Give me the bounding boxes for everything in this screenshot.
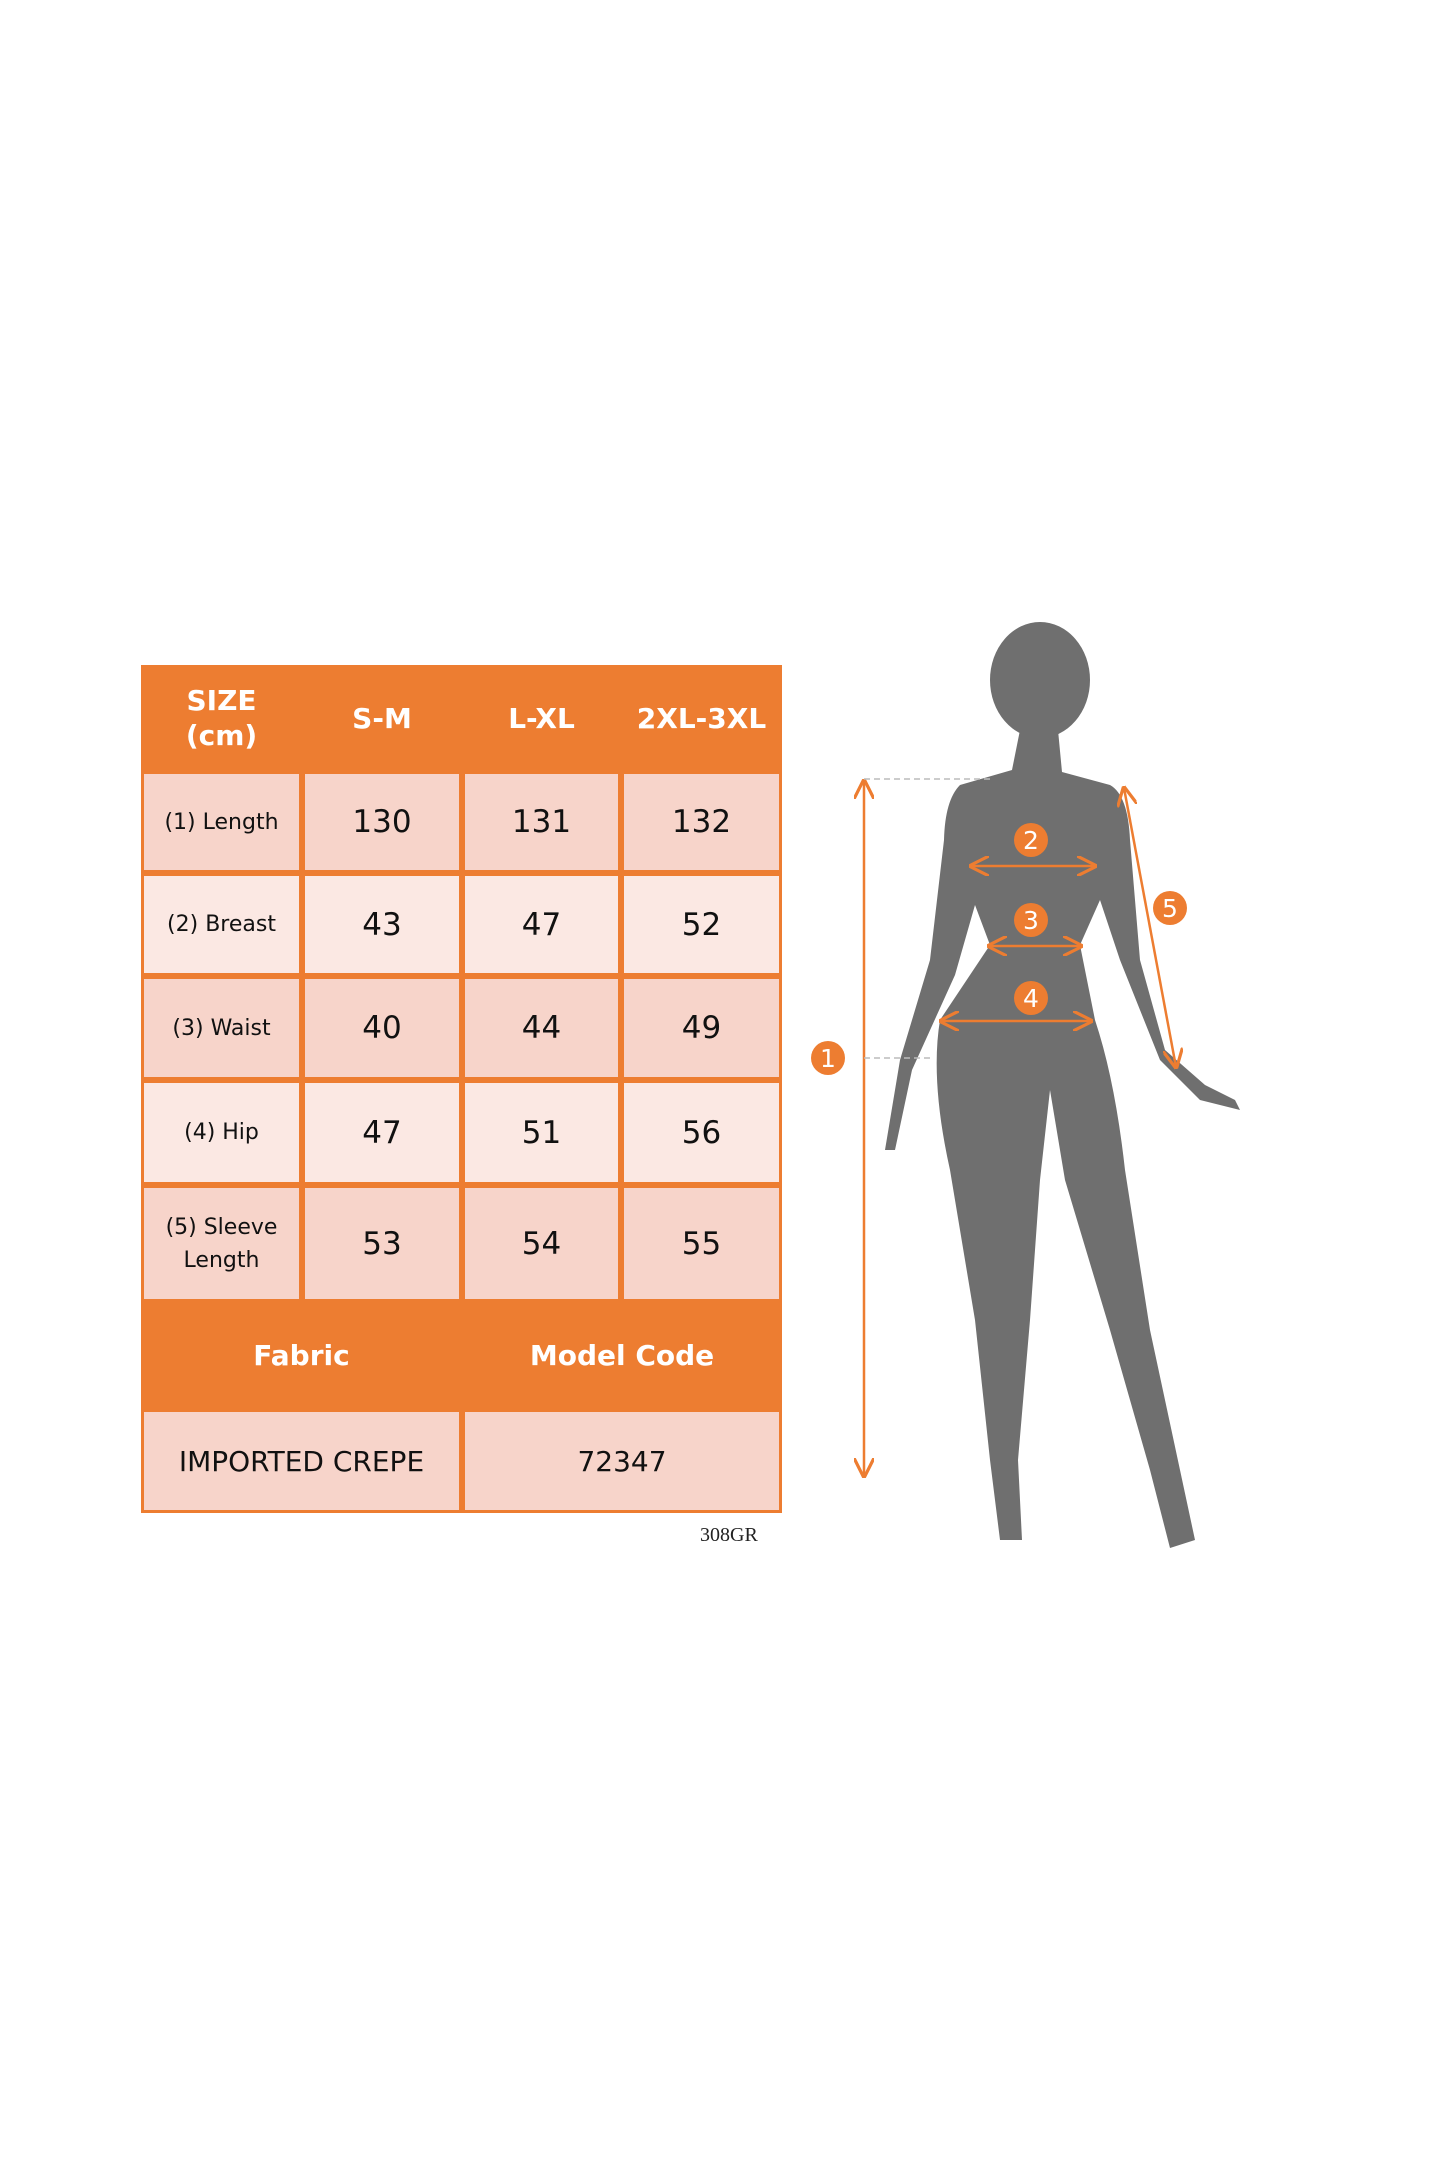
column-header: SIZE (cm) (185, 684, 258, 752)
table-cell: 130 (305, 774, 459, 870)
measurement-badge (1014, 823, 1048, 857)
table-cell: 55 (624, 1188, 779, 1299)
model-code-header: Model Code (529, 1339, 715, 1372)
table-cell: 56 (624, 1083, 779, 1182)
fabric-value: IMPORTED CREPE (144, 1412, 459, 1510)
measurement-badge-number: 4 (1023, 984, 1039, 1013)
model-code-value: 72347 (465, 1412, 779, 1510)
table-cell: 53 (305, 1188, 459, 1299)
row-label: (1) Length (144, 774, 299, 870)
table-cell: 51 (465, 1083, 618, 1182)
column-header: S-M (352, 701, 412, 735)
column-header: L-XL (508, 701, 575, 735)
measurement-badge (1014, 981, 1048, 1015)
table-cell: 49 (624, 979, 779, 1077)
table-cell: 47 (465, 876, 618, 973)
table-cell: 131 (465, 774, 618, 870)
measurement-lines (864, 778, 1176, 1476)
table-cell: 44 (465, 979, 618, 1077)
sleeve-arrow (1124, 788, 1176, 1067)
measurement-badge (1153, 891, 1187, 925)
chart-code: 308GR (700, 1524, 758, 1546)
measurement-badge-number: 2 (1023, 826, 1039, 855)
size-chart-table: SIZE (cm) S-M L-XL 2XL-3XL (1) Length 130 131 1… (141, 665, 782, 1513)
row-label: (3) Waist (144, 979, 299, 1077)
table-cell: 132 (624, 774, 779, 870)
table-cell: 43 (305, 876, 459, 973)
table-cell: 52 (624, 876, 779, 973)
measurement-badge-number: 3 (1023, 906, 1039, 935)
row-label: (4) Hip (144, 1083, 299, 1182)
measurement-badge (1014, 903, 1048, 937)
row-label: (2) Breast (144, 876, 299, 973)
fabric-header: Fabric (253, 1339, 350, 1372)
measurement-badge (811, 1041, 845, 1075)
silhouette (885, 622, 1240, 1548)
measurement-badge-number: 5 (1162, 894, 1178, 923)
table-cell: 47 (305, 1083, 459, 1182)
column-header: 2XL-3XL (636, 701, 767, 735)
table-cell: 40 (305, 979, 459, 1077)
table-cell: 54 (465, 1188, 618, 1299)
row-label: (5) Sleeve Length (144, 1188, 299, 1299)
measurement-badge-number: 1 (820, 1044, 836, 1073)
